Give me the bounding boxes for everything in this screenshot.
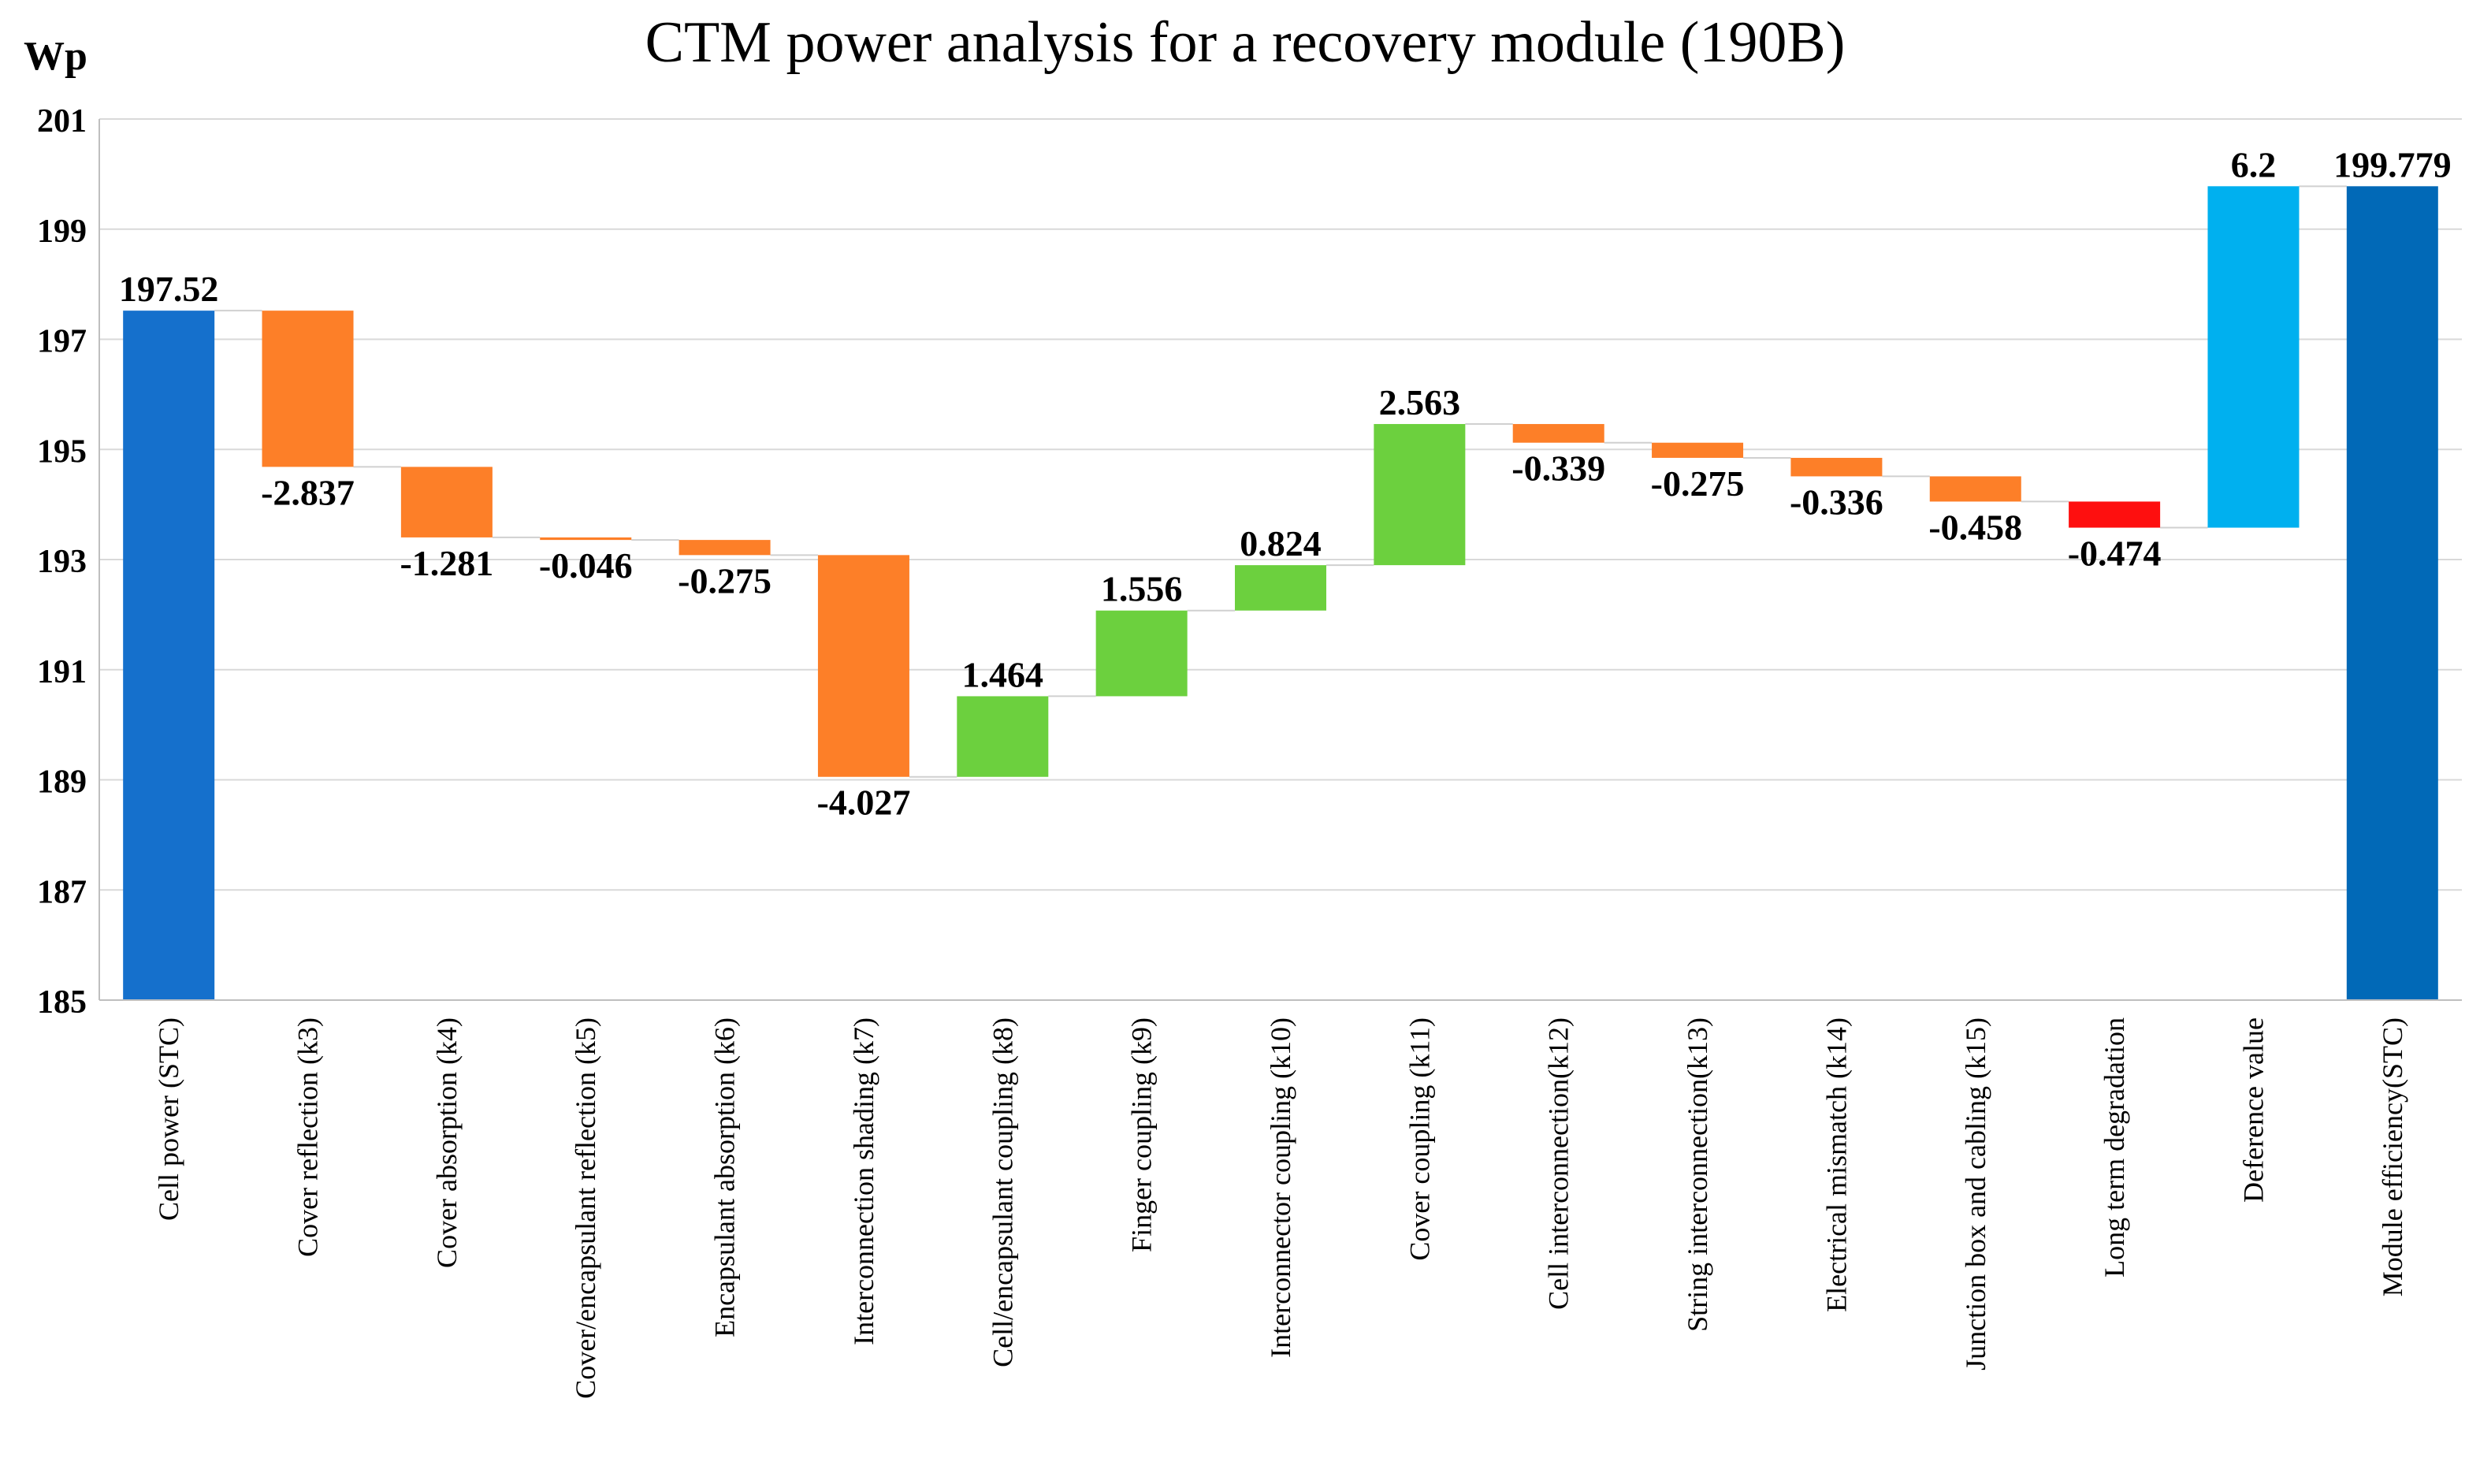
bar <box>540 537 632 541</box>
y-tick-labels: 185 187 189 191 193 195 197 199 201 <box>37 103 87 1021</box>
bar <box>2346 186 2438 1000</box>
x-tick-label: Module efficiency(STC) <box>2377 1017 2408 1296</box>
bars <box>123 186 2438 1000</box>
bar <box>1235 565 1326 611</box>
x-tick-label: Deference value <box>2237 1017 2269 1203</box>
x-tick-label: Encapsulant absorption (k6) <box>709 1017 741 1337</box>
connector-lines <box>214 185 2347 778</box>
bar <box>1512 424 1604 443</box>
x-tick-label: Cell interconnection(k12) <box>1543 1017 1575 1310</box>
bar <box>123 311 215 1000</box>
bar <box>2207 186 2300 528</box>
data-label: 1.556 <box>1101 569 1183 609</box>
data-label: -2.837 <box>261 472 355 512</box>
x-tick-label: Junction box and cabling (k15) <box>1960 1017 1991 1371</box>
data-label: -0.336 <box>1790 482 1883 522</box>
data-label: 6.2 <box>2231 144 2277 184</box>
data-label: -0.339 <box>1511 448 1605 489</box>
x-tick-label: Cover reflection (k3) <box>292 1017 324 1257</box>
y-tick-label: 195 <box>37 433 87 470</box>
data-label: -4.027 <box>817 783 911 823</box>
x-tick-labels: Cell power (STC) Cover reflection (k3) Cov… <box>153 1017 2408 1399</box>
data-label: -0.275 <box>678 560 772 601</box>
x-tick-label: String interconnection(k13) <box>1682 1017 1713 1332</box>
y-axis-label: Wp <box>24 34 87 79</box>
x-tick-label: Cover/encapsulant reflection (k5) <box>570 1017 601 1399</box>
bar <box>400 467 493 537</box>
data-label: 0.824 <box>1240 523 1322 563</box>
data-label: -0.458 <box>1928 507 2022 547</box>
bar <box>1095 610 1188 697</box>
axes <box>99 119 2462 1001</box>
x-tick-label: Cell/encapsulant coupling (k8) <box>987 1017 1018 1367</box>
bar <box>262 311 354 467</box>
y-tick-label: 197 <box>37 324 87 360</box>
bar <box>817 555 909 777</box>
bar <box>1790 457 1883 477</box>
bar <box>1374 424 1466 566</box>
data-label: -1.281 <box>400 543 493 583</box>
y-tick-label: 189 <box>37 764 87 801</box>
grid-lines <box>99 118 2462 1001</box>
bar <box>1652 442 1744 458</box>
x-tick-label: Finger coupling (k9) <box>1126 1017 1158 1252</box>
chart-title: CTM power analysis for a recovery module… <box>645 10 1846 75</box>
data-label: 2.563 <box>1379 382 1461 422</box>
x-tick-label: Cover absorption (k4) <box>431 1017 463 1268</box>
x-tick-label: Cell power (STC) <box>153 1017 184 1221</box>
bar <box>2069 501 2161 528</box>
x-tick-label: Cover coupling (k11) <box>1404 1017 1435 1261</box>
y-tick-label: 187 <box>37 874 87 910</box>
x-tick-label: Electrical mismatch (k14) <box>1820 1017 1852 1312</box>
x-tick-label: Interconnection shading (k7) <box>848 1017 879 1345</box>
data-label: 199.779 <box>2333 144 2452 184</box>
x-tick-label: Long term degradation <box>2099 1017 2130 1278</box>
bar <box>957 696 1049 777</box>
bar <box>1929 476 2021 502</box>
data-label: 1.464 <box>962 654 1044 694</box>
x-tick-label: Interconnector coupling (k10) <box>1265 1017 1296 1358</box>
y-tick-label: 193 <box>37 544 87 580</box>
data-label: 197.52 <box>119 269 219 309</box>
y-tick-label: 199 <box>37 214 87 250</box>
data-label: -0.275 <box>1651 463 1745 504</box>
y-tick-label: 201 <box>37 103 87 139</box>
y-tick-label: 191 <box>37 654 87 690</box>
data-label: -0.474 <box>2068 534 2162 574</box>
bar <box>679 540 771 556</box>
y-tick-label: 185 <box>37 984 87 1021</box>
data-label: -0.046 <box>539 545 633 586</box>
data-labels: 197.52 -2.837 -1.281 -0.046 -0.275 -4.027 1.46… <box>119 144 2452 822</box>
